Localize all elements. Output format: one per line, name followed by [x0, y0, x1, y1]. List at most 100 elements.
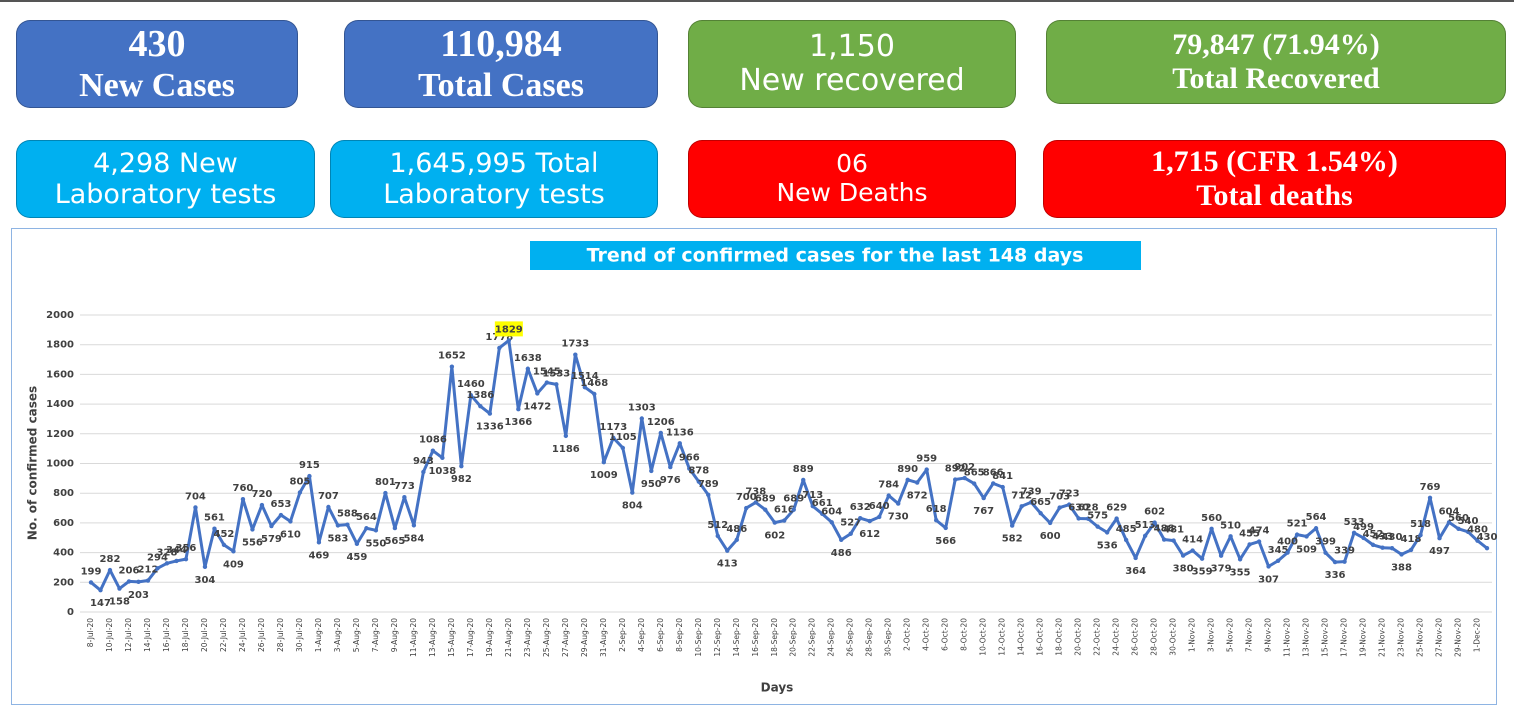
data-label: 1652	[438, 351, 466, 362]
data-point	[1427, 495, 1433, 501]
x-tick-label: 11-Aug-20	[409, 618, 418, 657]
x-tick-label: 7-Nov-20	[1245, 618, 1254, 652]
peak-highlight	[494, 321, 523, 337]
data-label: 328	[157, 547, 178, 558]
stat-card: 1,715 (CFR 1.54%) Total deaths	[1043, 140, 1506, 218]
top-rule	[0, 0, 1514, 2]
data-label: 700	[736, 492, 757, 503]
data-point	[1228, 534, 1233, 539]
x-tick-label: 19-Aug-20	[485, 618, 494, 657]
data-point	[288, 519, 293, 524]
x-tick-label: 10-Sep-20	[694, 618, 703, 657]
card-label: New Deaths	[776, 178, 928, 207]
x-tick-label: 12-Oct-20	[998, 618, 1007, 656]
x-tick-label: 16-Sep-20	[751, 618, 760, 657]
data-point	[943, 525, 948, 531]
data-label: 661	[812, 498, 833, 509]
data-label: 739	[1021, 486, 1042, 497]
data-label: 469	[308, 550, 329, 561]
data-point	[1475, 538, 1480, 543]
data-label: 433	[1372, 532, 1393, 543]
data-label: 665	[1030, 497, 1051, 508]
data-point	[516, 406, 521, 412]
data-label: 1303	[628, 403, 656, 414]
data-label: 704	[185, 491, 206, 502]
data-label: 689	[783, 494, 804, 505]
card-value: 4,298 New	[93, 147, 238, 179]
data-point	[98, 587, 103, 593]
data-label: 976	[660, 475, 681, 486]
data-label: 1009	[590, 470, 618, 481]
data-point	[1247, 542, 1252, 547]
x-tick-label: 21-Aug-20	[504, 618, 513, 657]
x-tick-label: 23-Aug-20	[523, 618, 532, 657]
data-label: 713	[802, 490, 823, 501]
data-point	[1161, 537, 1167, 542]
x-tick-label: 12-Sep-20	[713, 618, 722, 657]
x-tick-label: 25-Nov-20	[1416, 618, 1425, 657]
data-label: 841	[992, 471, 1013, 482]
data-label: 359	[1192, 567, 1213, 578]
card-label: Total Recovered	[1172, 62, 1380, 95]
data-point	[896, 501, 901, 506]
data-label: 345	[1268, 545, 1289, 556]
card-value: 1,150	[809, 28, 895, 64]
data-label: 1468	[580, 378, 608, 389]
data-point	[506, 338, 512, 343]
data-label: 629	[1106, 503, 1127, 514]
data-label: 575	[1087, 511, 1108, 522]
data-label: 518	[1410, 519, 1431, 530]
x-tick-label: 22-Oct-20	[1093, 618, 1102, 656]
data-point	[1085, 516, 1091, 521]
x-tick-label: 19-Nov-20	[1359, 618, 1368, 657]
data-label: 773	[394, 481, 415, 492]
data-point	[867, 518, 872, 524]
x-tick-label: 12-Jul-20	[124, 618, 133, 652]
data-point	[1199, 556, 1205, 561]
data-point	[1418, 532, 1423, 538]
x-tick-label: 29-Nov-20	[1454, 618, 1463, 657]
data-label: 1038	[428, 466, 456, 477]
data-point	[392, 525, 398, 531]
x-tick-label: 5-Aug-20	[352, 618, 361, 652]
data-label: 602	[1144, 507, 1165, 518]
data-label: 966	[679, 453, 700, 464]
data-label: 566	[935, 536, 956, 547]
data-point	[88, 580, 94, 585]
data-point	[658, 430, 663, 436]
data-label: 1366	[504, 417, 532, 428]
stat-card: 06 New Deaths	[688, 140, 1016, 218]
data-point	[1095, 524, 1100, 529]
data-point	[478, 403, 483, 409]
data-point	[1180, 553, 1186, 558]
x-tick-label: 7-Aug-20	[371, 618, 380, 652]
x-tick-label: 14-Jul-20	[143, 618, 152, 652]
data-point	[535, 391, 540, 396]
data-point	[1028, 500, 1034, 505]
data-point	[820, 511, 825, 517]
data-label: 1105	[609, 432, 637, 443]
data-point	[430, 448, 436, 453]
data-point	[1456, 526, 1461, 532]
data-point	[1465, 529, 1471, 535]
data-point	[990, 481, 996, 486]
data-point	[772, 520, 777, 525]
stat-card: 79,847 (71.94%) Total Recovered	[1046, 20, 1506, 104]
data-point	[734, 537, 739, 543]
data-point	[1351, 530, 1357, 536]
data-point	[810, 503, 815, 509]
data-point	[1437, 535, 1442, 541]
data-point	[1446, 520, 1452, 525]
data-label: 628	[1078, 503, 1099, 514]
data-label: 1386	[466, 390, 494, 401]
data-label: 486	[831, 548, 852, 559]
data-label: 632	[850, 502, 871, 513]
data-point	[1000, 484, 1005, 490]
x-tick-label: 30-Jul-20	[295, 618, 304, 652]
data-point	[126, 579, 132, 584]
y-tick-label: 2000	[46, 310, 74, 321]
data-label: 418	[1401, 534, 1422, 545]
data-point	[687, 466, 692, 471]
data-point	[601, 459, 607, 465]
